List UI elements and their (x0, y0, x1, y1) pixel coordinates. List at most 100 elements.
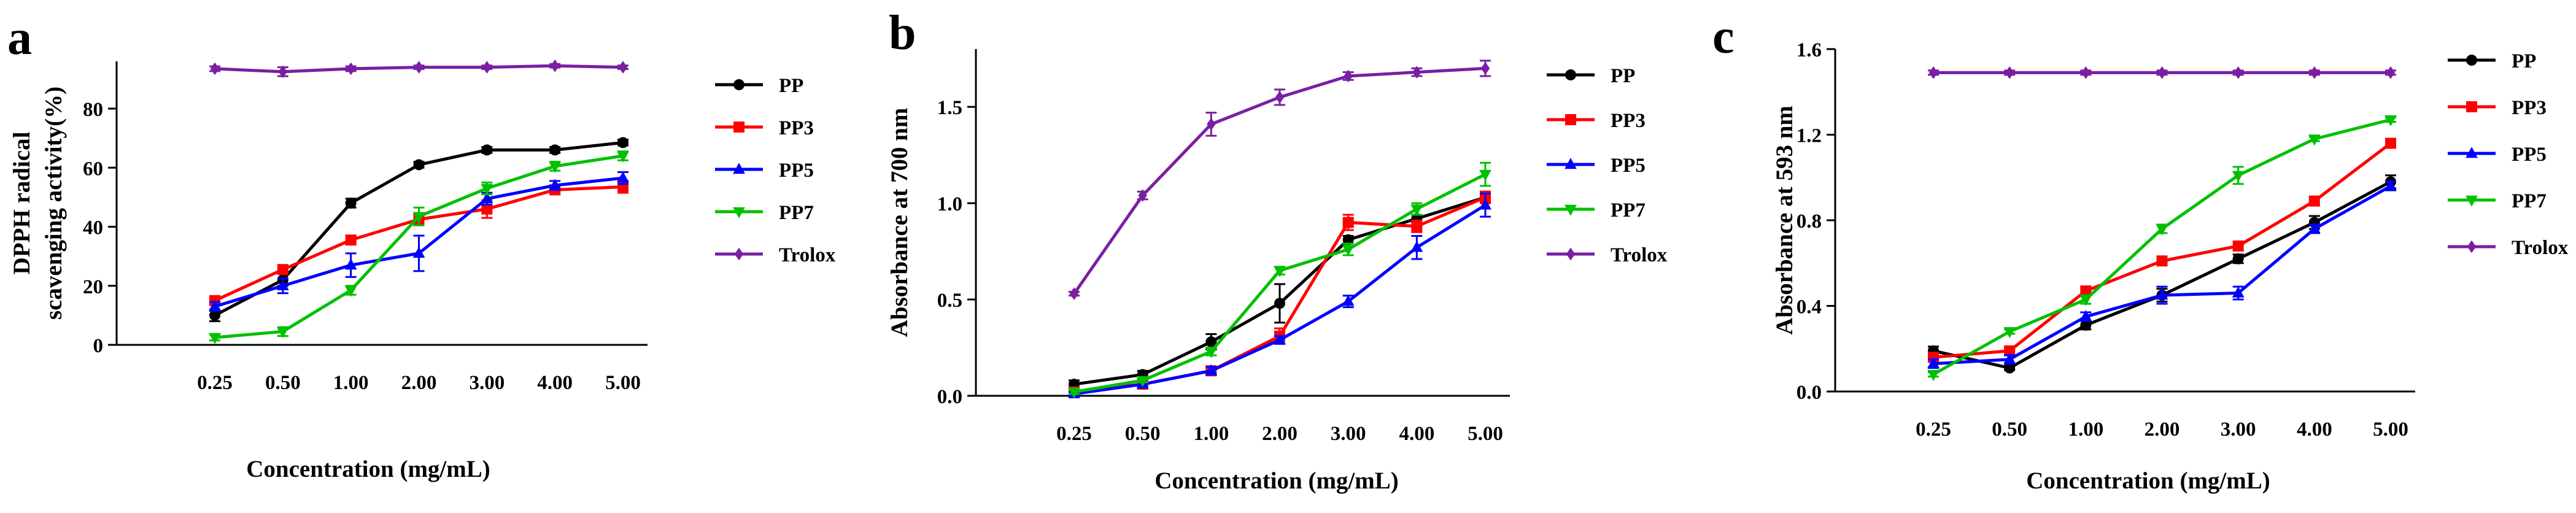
legend-marker (2466, 147, 2478, 158)
x-axis-title: Concentration (mg/mL) (2026, 468, 2270, 494)
data-point (618, 61, 628, 74)
data-point (344, 285, 357, 297)
data-point (414, 61, 424, 74)
data-point (549, 144, 561, 156)
legend-marker (1565, 69, 1576, 80)
legend-label: PP (779, 75, 803, 97)
x-tick-label: 4.00 (2297, 418, 2332, 441)
panel-letter: a (7, 11, 32, 65)
data-point (549, 161, 562, 173)
data-point (1205, 347, 1218, 358)
chart-panel-a: a 0 20 40 60 80 0.25 0.50 1.00 2.00 3.00 4.00 5.00 Co… (7, 11, 836, 482)
legend-label: PP7 (2512, 190, 2547, 212)
data-point (1138, 189, 1147, 202)
data-point (482, 61, 492, 74)
data-point (2081, 66, 2091, 79)
data-point (2079, 295, 2092, 306)
data-point (550, 59, 560, 72)
legend-label: Trolox (2512, 237, 2569, 259)
y-tick-label: 0.0 (937, 386, 962, 408)
legend-marker (2466, 101, 2477, 112)
legend-item-pp: PP (1547, 65, 1635, 87)
data-point (1344, 69, 1353, 83)
y-tick-label: 0.8 (1797, 210, 1822, 233)
legend-item-pp: PP (715, 75, 803, 97)
legend-label: PP7 (779, 202, 814, 224)
data-point (412, 212, 425, 223)
y-tick-label: 60 (83, 158, 103, 180)
data-point (1480, 62, 1490, 75)
data-point (209, 333, 221, 344)
data-point (2386, 66, 2396, 79)
series-pp5 (209, 171, 629, 312)
data-point (1205, 364, 1218, 376)
legend-marker (733, 122, 745, 133)
y-tick-label: 80 (83, 99, 103, 121)
data-point (344, 258, 357, 270)
data-point (2385, 115, 2397, 126)
data-point (2004, 345, 2016, 357)
series-trolox (1928, 66, 2396, 79)
x-tick-label: 1.00 (1193, 423, 1229, 445)
data-point (481, 191, 493, 203)
panel-letter: b (889, 6, 916, 60)
x-tick-label: 2.00 (401, 372, 437, 394)
legend-marker (2466, 195, 2478, 207)
x-tick-label: 1.00 (2068, 418, 2103, 441)
data-point (1410, 241, 1423, 252)
data-point (1411, 220, 1423, 232)
legend-label: PP (2512, 50, 2536, 72)
data-point (209, 299, 221, 311)
legend-item-pp3: PP3 (715, 117, 814, 139)
y-tick-label: 0.4 (1797, 296, 1822, 318)
data-point (549, 179, 562, 190)
y-tick-label: 40 (83, 217, 103, 239)
data-point (1274, 298, 1285, 309)
series-pp5 (1927, 179, 2397, 369)
x-tick-label: 0.25 (1916, 418, 1951, 441)
legend-label: PP7 (1611, 199, 1646, 222)
legend-label: PP3 (2512, 97, 2547, 119)
legend-marker (733, 79, 745, 90)
x-tick-label: 3.00 (1331, 423, 1366, 445)
y-tick-label: 20 (83, 276, 103, 298)
data-point (1479, 198, 1491, 210)
legend-marker (734, 247, 744, 261)
data-point (1928, 66, 1938, 79)
data-point (1275, 91, 1285, 104)
legend-marker (1566, 247, 1576, 261)
series-trolox (1069, 60, 1491, 300)
legend-label: PP5 (1611, 155, 1646, 177)
y-tick-label: 1.2 (1797, 125, 1822, 147)
series-pp7 (209, 150, 629, 344)
legend-item-pp7: PP7 (1547, 199, 1646, 222)
data-point (1342, 245, 1355, 256)
x-tick-label: 5.00 (2373, 418, 2408, 441)
legend-marker (1565, 114, 1576, 125)
data-point (1479, 169, 1491, 181)
x-tick-label: 2.00 (2145, 418, 2180, 441)
y-tick-label: 1.6 (1797, 39, 1822, 61)
series-pp7 (1068, 161, 1491, 399)
x-tick-label: 1.00 (333, 372, 369, 394)
data-point (2232, 286, 2245, 298)
data-point (345, 234, 357, 246)
x-axis-title: Concentration (mg/mL) (1155, 468, 1399, 494)
y-axis-title: DPPH radical (9, 131, 35, 274)
series-line (1932, 118, 2391, 376)
series-line (1933, 142, 2392, 359)
data-point (278, 65, 288, 79)
data-point (210, 62, 220, 75)
data-point (2157, 66, 2167, 79)
legend-marker (2467, 240, 2477, 253)
legend-item-pp3: PP3 (2448, 97, 2547, 119)
legend-item-trolox: Trolox (2448, 237, 2569, 259)
legend-item-pp7: PP7 (2448, 190, 2547, 212)
data-point (617, 171, 629, 183)
legend-label: PP5 (2512, 144, 2547, 166)
legend-item-pp5: PP5 (1547, 155, 1646, 177)
data-point (1927, 357, 1940, 368)
legend-item-pp5: PP5 (715, 160, 814, 182)
